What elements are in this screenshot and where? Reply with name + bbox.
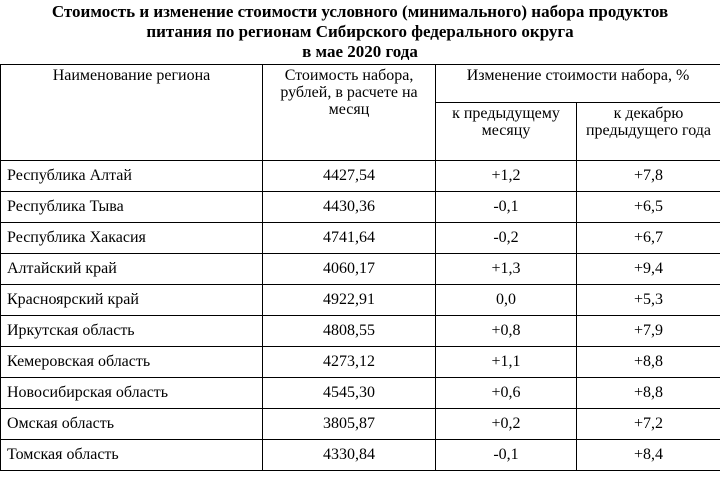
title-line-1: Стоимость и изменение стоимости условног… [51, 2, 669, 21]
table-row: Республика Тыва 4430,36 -0,1 +6,5 [0, 191, 720, 223]
cell-cost: 4330,84 [262, 439, 436, 471]
cell-prev-month: +0,8 [435, 315, 577, 347]
table-row: Иркутская область 4808,55 +0,8 +7,9 [0, 315, 720, 347]
cell-dec-prev-year: +8,8 [576, 377, 720, 409]
cell-dec-prev-year: +7,2 [576, 408, 720, 440]
table-row: Республика Хакасия 4741,64 -0,2 +6,7 [0, 222, 720, 254]
cell-dec-prev-year: +8,4 [576, 439, 720, 471]
table-row: Томская область 4330,84 -0,1 +8,4 [0, 439, 720, 471]
cell-prev-month: +0,6 [435, 377, 577, 409]
cell-cost: 4808,55 [262, 315, 436, 347]
cell-dec-prev-year: +7,8 [576, 160, 720, 192]
cell-dec-prev-year: +8,8 [576, 346, 720, 378]
cell-dec-prev-year: +6,5 [576, 191, 720, 223]
table-row: Красноярский край 4922,91 0,0 +5,3 [0, 284, 720, 316]
cell-prev-month: -0,2 [435, 222, 577, 254]
cell-region: Омская область [0, 408, 263, 440]
header-region: Наименование региона [0, 64, 263, 161]
cost-table: Наименование региона Стоимость набора, р… [0, 64, 720, 471]
table-row: Омская область 3805,87 +0,2 +7,2 [0, 408, 720, 440]
cell-region: Республика Тыва [0, 191, 263, 223]
cell-dec-prev-year: +9,4 [576, 253, 720, 285]
cell-prev-month: -0,1 [435, 439, 577, 471]
cell-dec-prev-year: +5,3 [576, 284, 720, 316]
cell-region: Томская область [0, 439, 263, 471]
header-cost: Стоимость набора, рублей, в расчете на м… [262, 64, 436, 161]
cell-region: Республика Хакасия [0, 222, 263, 254]
cell-cost: 4545,30 [262, 377, 436, 409]
table-row: Алтайский край 4060,17 +1,3 +9,4 [0, 253, 720, 285]
cell-cost: 4273,12 [262, 346, 436, 378]
cell-region: Иркутская область [0, 315, 263, 347]
cell-prev-month: -0,1 [435, 191, 577, 223]
cell-cost: 4427,54 [262, 160, 436, 192]
cell-cost: 4741,64 [262, 222, 436, 254]
cell-prev-month: +1,2 [435, 160, 577, 192]
cell-dec-prev-year: +6,7 [576, 222, 720, 254]
table-row: Республика Алтай 4427,54 +1,2 +7,8 [0, 160, 720, 192]
header-prev-month: к предыдущему месяцу [435, 102, 577, 161]
cell-cost: 3805,87 [262, 408, 436, 440]
document-title: Стоимость и изменение стоимости условног… [0, 0, 720, 64]
cell-prev-month: +1,3 [435, 253, 577, 285]
cell-region: Алтайский край [0, 253, 263, 285]
cell-region: Красноярский край [0, 284, 263, 316]
title-line-2: питания по регионам Сибирского федеральн… [146, 22, 574, 41]
cell-region: Республика Алтай [0, 160, 263, 192]
cell-cost: 4060,17 [262, 253, 436, 285]
header-dec-prev-year: к декабрю предыдущего года [576, 102, 720, 161]
cell-region: Кемеровская область [0, 346, 263, 378]
cell-prev-month: +1,1 [435, 346, 577, 378]
title-line-3: в мае 2020 года [302, 42, 418, 61]
table-row: Новосибирская область 4545,30 +0,6 +8,8 [0, 377, 720, 409]
cell-region: Новосибирская область [0, 377, 263, 409]
cell-cost: 4922,91 [262, 284, 436, 316]
table-body: Республика Алтай 4427,54 +1,2 +7,8 Республик… [0, 160, 720, 471]
table-row: Кемеровская область 4273,12 +1,1 +8,8 [0, 346, 720, 378]
header-change: Изменение стоимости набора, % [435, 64, 720, 103]
cell-prev-month: +0,2 [435, 408, 577, 440]
cell-cost: 4430,36 [262, 191, 436, 223]
cell-dec-prev-year: +7,9 [576, 315, 720, 347]
cell-prev-month: 0,0 [435, 284, 577, 316]
